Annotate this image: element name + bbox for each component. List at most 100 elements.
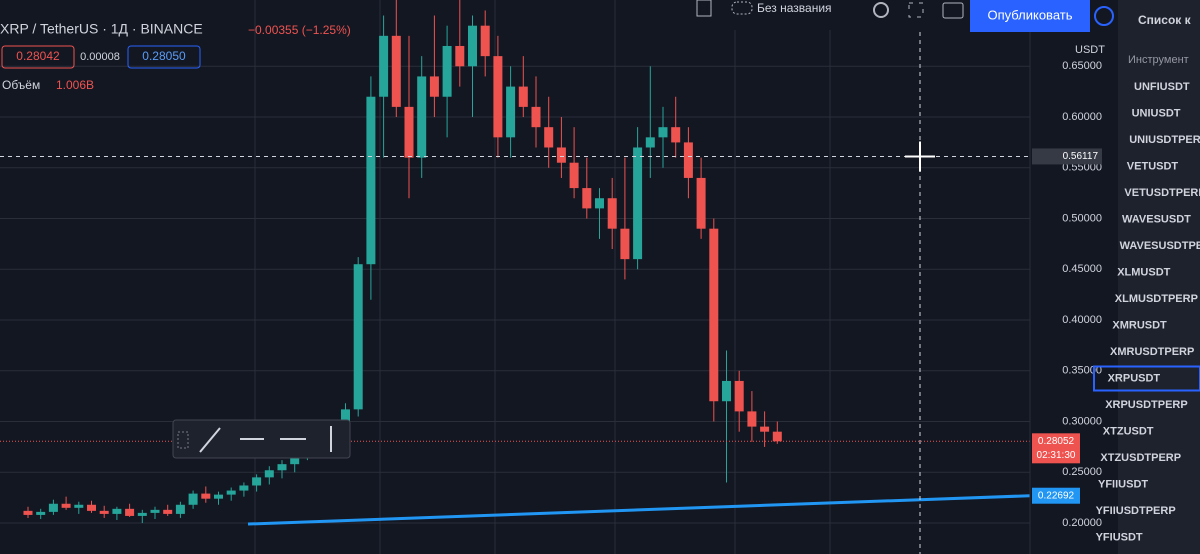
last-price-box: [1032, 433, 1080, 464]
watchlist-item[interactable]: XLMUSDTPERP: [1115, 293, 1198, 305]
candle-body: [353, 264, 363, 410]
trendline-tool[interactable]: [199, 427, 221, 453]
watchlist-item[interactable]: XRPUSDTPERP: [1105, 399, 1188, 411]
symbol: XRP / TetherUS · 1Д · BINANCE: [0, 21, 203, 37]
candle-body: [633, 147, 643, 260]
y-tick-label: 0.60000: [1062, 111, 1102, 123]
candle-body: [252, 477, 262, 486]
candle-body: [480, 25, 490, 57]
candle-body: [188, 493, 198, 505]
candle-body: [607, 198, 617, 229]
candle-body: [417, 76, 427, 158]
candle-body: [99, 510, 109, 514]
y-tick-label: 0.35000: [1062, 365, 1102, 377]
watchlist-items: UNFIUSDT UNIUSDT UNIUSDTPERP VETUSDT VETUSDT…: [1093, 81, 1200, 543]
candle-body: [696, 177, 706, 229]
y-tick-label: 0.65000: [1062, 60, 1102, 72]
publish-button[interactable]: [970, 0, 1090, 32]
candle-body: [455, 45, 465, 67]
y-tick-label: 0.30000: [1062, 415, 1102, 427]
candle-body: [36, 511, 46, 515]
y-tick-label: 0.55000: [1062, 162, 1102, 174]
candle-body: [468, 25, 477, 67]
candle-body: [582, 188, 592, 209]
candle-body: [87, 504, 96, 511]
watchlist-item[interactable]: XRPUSDT: [1108, 372, 1161, 384]
candle-body: [595, 198, 604, 209]
watchlist-item[interactable]: XMRUSDTPERP: [1110, 346, 1194, 358]
watchlist-item[interactable]: XTZUSDTPERP: [1100, 452, 1181, 464]
volume-label: Объём: [2, 78, 40, 92]
candle-body: [569, 162, 579, 189]
candle-body: [531, 106, 541, 128]
watchlist-item[interactable]: UNIUSDTPERP: [1129, 134, 1200, 146]
candle-body: [366, 96, 376, 265]
candle-body: [74, 504, 84, 508]
drawing-toolbar: [172, 419, 351, 459]
candle-body: [544, 127, 554, 148]
watchlist-item[interactable]: WAVESUSDTPERP: [1120, 240, 1200, 252]
spread: 0.00008: [80, 51, 120, 63]
y-tick-label: 0.20000: [1062, 517, 1102, 529]
bid-box: [1, 45, 75, 69]
change: −0.00355 (−1.25%): [248, 23, 351, 37]
candle-body: [201, 493, 211, 499]
candle-body: [556, 147, 566, 163]
candle-body: [175, 504, 185, 514]
trendline: [247, 494, 1031, 526]
countdown: 02:31:30: [1037, 450, 1076, 461]
candle-body: [163, 509, 173, 514]
watchlist-item[interactable]: YFIIUSDT: [1098, 478, 1148, 490]
watchlist-item[interactable]: YFIUSDT: [1096, 531, 1143, 543]
watchlist-item[interactable]: VETUSDTPERP: [1124, 187, 1200, 199]
watchlist-item[interactable]: XLMUSDT: [1117, 266, 1170, 278]
ask: 0.28050: [142, 49, 186, 63]
watchlist-item[interactable]: VETUSDT: [1127, 160, 1179, 172]
watchlist-item[interactable]: XMRUSDT: [1112, 319, 1167, 331]
candle-body: [747, 411, 757, 427]
candle-body: [264, 470, 274, 478]
candle-body: [391, 35, 401, 107]
screenshot-icon[interactable]: [942, 2, 964, 19]
watchlist: [1118, 0, 1200, 554]
y-tick-label: 0.40000: [1062, 314, 1102, 326]
fullscreen-icon[interactable]: [908, 2, 924, 18]
drag-handle[interactable]: [177, 431, 189, 449]
candle-body: [379, 35, 389, 97]
candle-body: [645, 137, 655, 148]
candle-body: [620, 228, 630, 260]
crosshair-price: 0.56117: [1063, 151, 1099, 162]
candle-body: [760, 426, 770, 432]
candle-body: [226, 490, 236, 495]
last-price: 0.28052: [1038, 436, 1075, 447]
toolbar-icon[interactable]: [696, 0, 712, 17]
candle-body: [518, 86, 528, 107]
layout-name[interactable]: Без названия: [757, 1, 832, 15]
settings-icon[interactable]: [873, 2, 889, 18]
watchlist-item[interactable]: YFIIUSDTPERP: [1096, 505, 1176, 517]
watchlist-column: Инструмент: [1128, 54, 1189, 66]
candle-body: [493, 56, 503, 138]
y-tick-label: 0.50000: [1062, 212, 1102, 224]
volume-value: 1.006B: [56, 78, 94, 92]
candle-body: [772, 431, 782, 442]
play-icon[interactable]: [1094, 6, 1114, 26]
watchlist-item[interactable]: UNFIUSDT: [1134, 81, 1190, 93]
watchlist-item[interactable]: XTZUSDT: [1103, 425, 1154, 437]
candle-body: [734, 380, 744, 412]
watchlist-selected: [1093, 365, 1200, 392]
candle-body: [125, 508, 135, 516]
candle-body: [48, 503, 58, 512]
trendline-price-box: [1032, 487, 1080, 504]
y-tick-label: 0.45000: [1062, 263, 1102, 275]
watchlist-item[interactable]: UNIUSDT: [1132, 107, 1181, 119]
candle-body: [683, 142, 693, 178]
cloud-icon[interactable]: [731, 1, 753, 15]
axis-currency: USDT: [1075, 44, 1105, 56]
candle-body: [239, 485, 249, 491]
watchlist-item[interactable]: WAVESUSDT: [1122, 213, 1191, 225]
candle-body: [23, 510, 33, 515]
candle-body: [277, 464, 287, 471]
axis-labels: 0.20000 0.25000 0.30000 0.35000 0.40000 0.450…: [1032, 60, 1102, 529]
